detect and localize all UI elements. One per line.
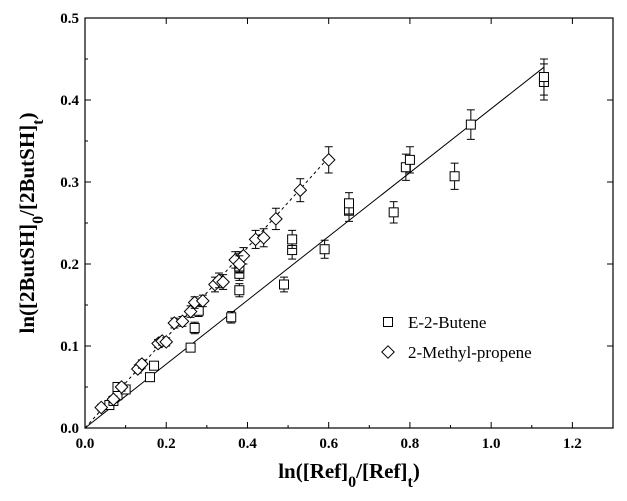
point-diamond [114, 380, 129, 394]
legend-label: E-2-Butene [408, 313, 486, 332]
legend-marker-diamond [381, 345, 395, 359]
point-square [449, 171, 460, 182]
point-diamond [106, 392, 121, 407]
point-diamond [134, 357, 149, 371]
series-1 [94, 146, 336, 415]
x-axis-title-part: 0 [348, 474, 356, 491]
y-tick-label: 0.4 [60, 93, 79, 109]
y-axis-title-part: t [30, 119, 47, 125]
x-axis-title-part: /[Ref] [355, 459, 407, 483]
point-square [234, 285, 245, 296]
y-tick-label: 0.0 [60, 421, 79, 437]
y-axis-title-part: ) [15, 112, 39, 119]
y-axis-title-part: ln([2ButSH] [15, 224, 39, 334]
point-square [189, 322, 200, 333]
y-tick-label: 0.3 [60, 175, 79, 191]
x-tick-label: 0.8 [401, 436, 420, 452]
x-axis-title: ln([Ref]0/[Ref]t) [278, 459, 420, 491]
point-diamond [232, 257, 247, 271]
point-diamond [175, 314, 190, 329]
point-square [144, 372, 155, 383]
y-tick-label: 0.2 [60, 257, 79, 273]
x-axis-title-part: t [407, 474, 413, 491]
y-tick-label: 0.1 [60, 339, 79, 355]
point-diamond [293, 183, 308, 198]
point-square [344, 198, 354, 209]
point-square [388, 207, 399, 218]
x-axis-title-part: ) [413, 459, 420, 483]
x-tick-label: 0.2 [157, 436, 176, 452]
point-diamond [159, 334, 174, 349]
point-square [279, 279, 290, 290]
point-square [149, 360, 160, 371]
point-diamond [268, 211, 283, 226]
fit-line-series-1 [84, 157, 330, 429]
point-diamond [195, 293, 210, 308]
point-diamond [321, 152, 336, 167]
point-square [226, 312, 237, 323]
y-axis-title: ln([2ButSH]0/[2ButSH]t) [15, 112, 47, 333]
point-square [538, 72, 549, 83]
point-diamond [94, 400, 109, 415]
x-tick-label: 0.0 [76, 436, 95, 452]
legend-label: 2-Methyl-propene [408, 343, 532, 362]
legend-marker-square [383, 317, 393, 327]
point-square [319, 244, 330, 255]
x-tick-label: 0.4 [238, 436, 257, 452]
point-square [287, 234, 298, 245]
x-tick-label: 0.6 [319, 436, 338, 452]
plot-frame [84, 17, 614, 429]
x-tick-label: 1.0 [482, 436, 501, 452]
y-axis-title-part: 0 [30, 216, 47, 224]
y-axis-title-part: /[2ButSH] [15, 125, 39, 217]
x-tick-label: 1.2 [563, 436, 582, 452]
y-tick-label: 0.5 [60, 11, 79, 27]
point-square [465, 119, 476, 130]
legend: E-2-Butene 2-Methyl-propene [381, 313, 532, 362]
point-square [185, 342, 196, 353]
x-axis-title-part: ln([Ref] [278, 459, 348, 483]
point-diamond [216, 275, 230, 289]
point-diamond [256, 230, 271, 245]
point-square [404, 154, 415, 165]
